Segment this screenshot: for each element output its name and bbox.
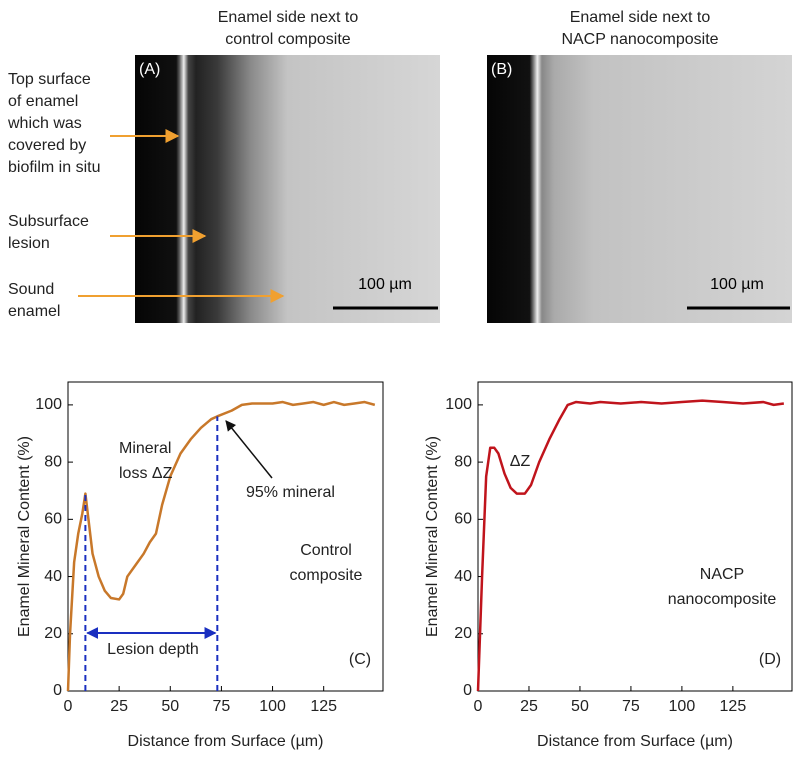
data-line <box>66 400 376 692</box>
x-tick-label: 25 <box>520 698 538 715</box>
annotation: loss ΔZ <box>119 465 173 482</box>
x-tick-label: 100 <box>669 698 696 715</box>
x-tick-label: 50 <box>571 698 589 715</box>
x-tick-label: 0 <box>474 698 483 715</box>
y-tick-label: 60 <box>44 511 62 528</box>
y-tick-label: 20 <box>454 625 472 642</box>
scale-bar-label: 100 µm <box>358 276 412 293</box>
callout-label: Sound <box>8 281 54 298</box>
annotation-arrow <box>225 420 273 479</box>
x-tick-label: 100 <box>259 698 286 715</box>
y-tick-label: 40 <box>44 568 62 585</box>
x-axis-label: Distance from Surface (µm) <box>537 733 733 750</box>
callout-label: lesion <box>8 235 50 252</box>
y-tick-label: 80 <box>454 453 472 470</box>
x-tick-label: 125 <box>310 698 337 715</box>
callout-label: biofilm in situ <box>8 159 100 176</box>
annotation: composite <box>290 567 363 584</box>
y-tick-label: 0 <box>53 682 62 699</box>
y-tick-label: 100 <box>445 396 472 413</box>
panel-label: (A) <box>139 61 160 78</box>
annotation: 95% mineral <box>246 484 335 501</box>
plot-frame <box>67 381 384 692</box>
micrograph-a <box>135 55 440 323</box>
scale-bar-label: 100 µm <box>710 276 764 293</box>
data-line <box>476 399 785 692</box>
panel-title: Enamel side next to <box>218 9 359 26</box>
plot-frame <box>477 381 793 692</box>
annotation: (D) <box>759 651 781 668</box>
callout-label: Subsurface <box>8 213 89 230</box>
x-tick-label: 25 <box>110 698 128 715</box>
x-tick-label: 0 <box>64 698 73 715</box>
y-axis-label: Enamel Mineral Content (%) <box>16 436 33 637</box>
panel-title: NACP nanocomposite <box>561 31 718 48</box>
annotation: ΔZ <box>510 453 531 470</box>
callout-label: of enamel <box>8 93 78 110</box>
x-axis-label: Distance from Surface (µm) <box>128 733 324 750</box>
callout-label: enamel <box>8 303 60 320</box>
x-tick-label: 125 <box>720 698 747 715</box>
annotation: Lesion depth <box>107 641 199 658</box>
y-tick-label: 20 <box>44 625 62 642</box>
y-tick-label: 80 <box>44 453 62 470</box>
callout-label: Top surface <box>8 71 91 88</box>
panel-label: (B) <box>491 61 512 78</box>
y-axis-label: Enamel Mineral Content (%) <box>424 436 441 637</box>
annotation: nanocomposite <box>668 591 777 608</box>
annotation: (C) <box>349 651 371 668</box>
y-tick-label: 100 <box>35 396 62 413</box>
micrograph-b <box>487 55 792 323</box>
y-tick-label: 60 <box>454 511 472 528</box>
panel-title: Enamel side next to <box>570 9 711 26</box>
annotation: NACP <box>700 566 744 583</box>
x-tick-label: 75 <box>213 698 231 715</box>
callout-label: which was <box>7 115 82 132</box>
y-tick-label: 40 <box>454 568 472 585</box>
x-tick-label: 75 <box>622 698 640 715</box>
callout-label: covered by <box>8 137 86 154</box>
y-tick-label: 0 <box>463 682 472 699</box>
x-tick-label: 50 <box>161 698 179 715</box>
annotation: Mineral <box>119 440 171 457</box>
panel-title: control composite <box>225 31 350 48</box>
annotation: Control <box>300 542 352 559</box>
